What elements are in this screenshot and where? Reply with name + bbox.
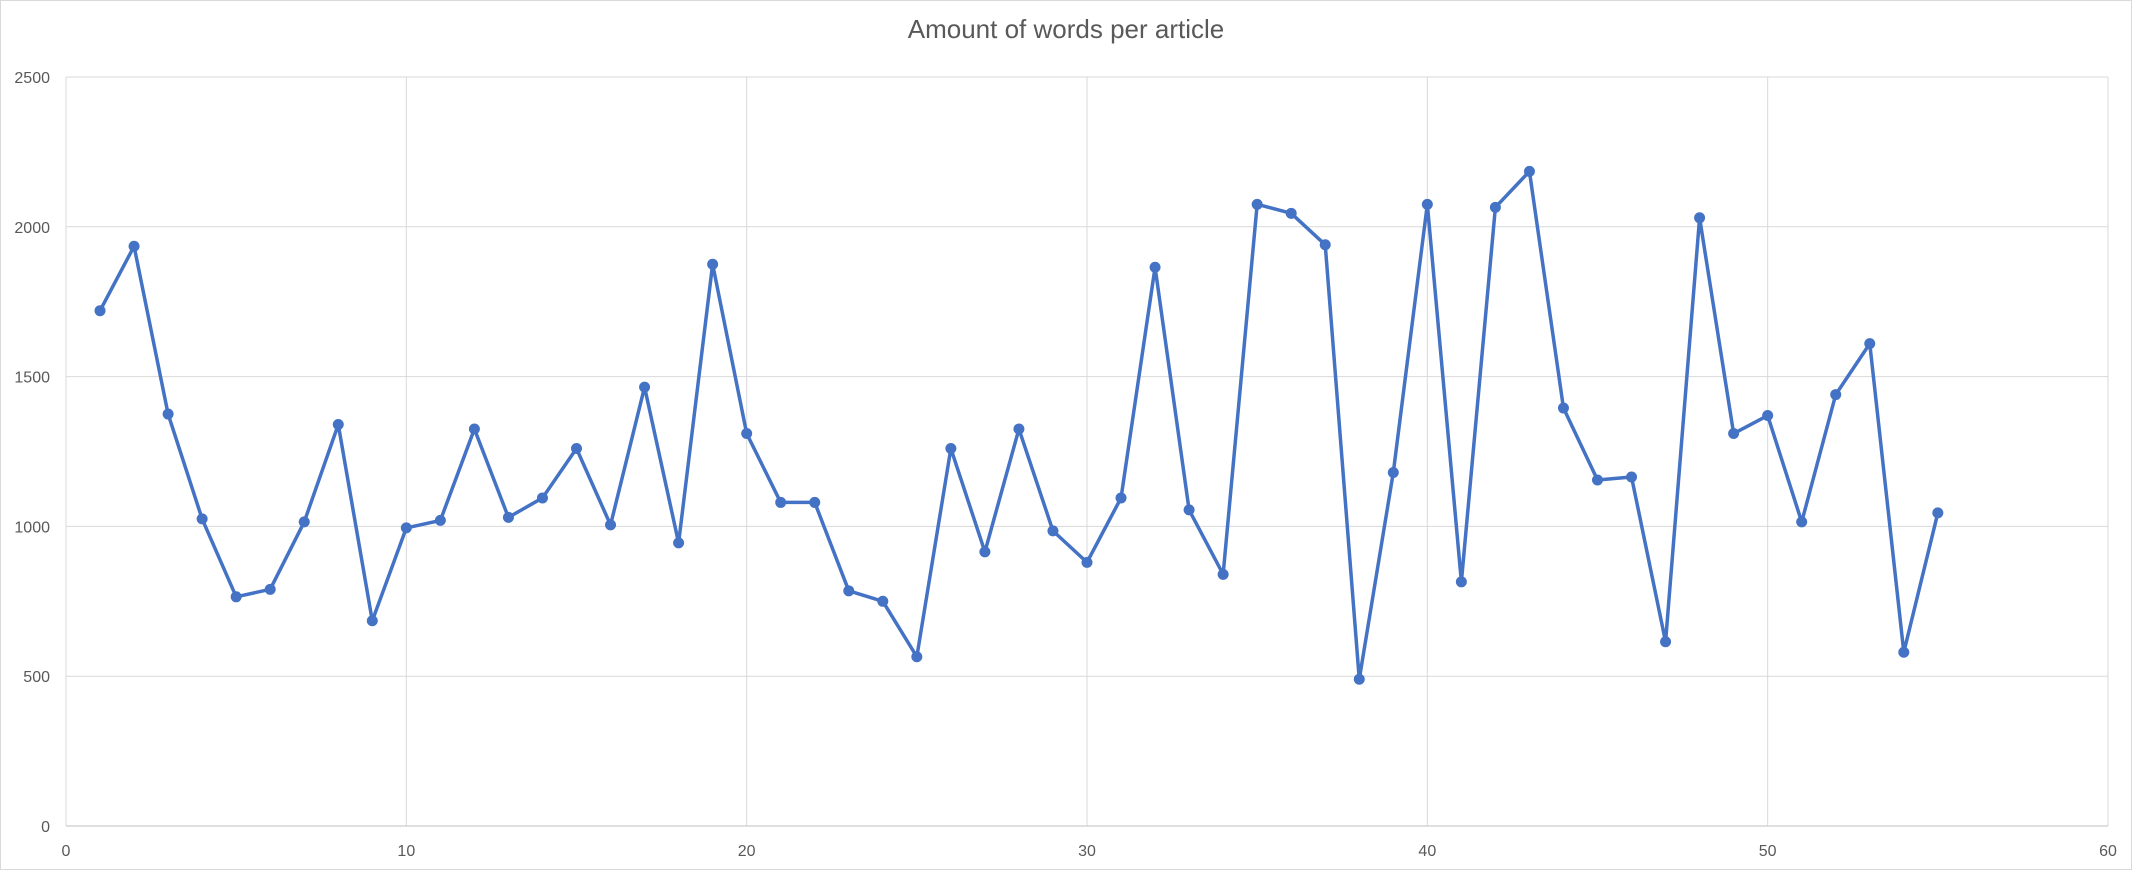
x-tick-label: 30 (1078, 843, 1096, 860)
y-tick-label: 1000 (14, 519, 50, 536)
data-point (1592, 474, 1603, 486)
data-point (1557, 402, 1569, 414)
tick-labels: 0 500 1000 1500 2000 2500 0 10 20 30 40 50 60 (14, 70, 2117, 860)
data-point (1694, 212, 1706, 224)
data-point (94, 305, 106, 317)
data-point (400, 522, 412, 534)
y-tick-label: 2000 (14, 220, 50, 237)
grid-layer (66, 76, 2109, 826)
data-point (1013, 423, 1025, 435)
y-tick-label: 500 (23, 669, 50, 686)
data-point (1830, 389, 1842, 401)
data-point (809, 496, 821, 508)
axis-layer (65, 77, 2108, 827)
data-point (1149, 261, 1161, 273)
y-tick-label: 0 (41, 819, 50, 836)
chart-title: Amount of words per article (907, 14, 1225, 44)
y-tick-label: 1500 (14, 370, 50, 387)
x-tick-label: 60 (2099, 843, 2117, 860)
data-point (1115, 492, 1127, 504)
data-point (230, 591, 242, 603)
x-tick-label: 10 (397, 843, 415, 860)
data-point (128, 240, 140, 252)
x-tick-label: 20 (738, 843, 756, 860)
series-layer (94, 165, 1944, 685)
data-point (1319, 239, 1331, 251)
data-point (1353, 673, 1365, 685)
data-point (911, 651, 923, 663)
y-tick-label: 2500 (14, 70, 50, 87)
data-point (1660, 636, 1672, 648)
data-point (1626, 471, 1638, 483)
data-point (1489, 201, 1501, 213)
data-point (673, 537, 685, 549)
data-point (536, 492, 548, 504)
data-point (877, 595, 889, 607)
x-tick-label: 40 (1418, 843, 1436, 860)
data-point (741, 428, 753, 440)
data-point (1217, 568, 1229, 580)
data-point (945, 443, 957, 455)
data-point (434, 514, 446, 526)
data-point (1047, 525, 1059, 537)
data-point (1285, 207, 1297, 219)
data-point (468, 423, 480, 435)
data-point (162, 408, 174, 420)
data-point (366, 615, 378, 627)
x-tick-label: 0 (62, 843, 71, 860)
data-point (1183, 504, 1195, 516)
data-point (264, 583, 276, 595)
data-point (639, 381, 651, 393)
data-point (1421, 198, 1433, 210)
data-point (843, 585, 855, 597)
data-point (1455, 576, 1467, 588)
data-point (707, 258, 719, 270)
data-point (332, 419, 344, 431)
x-tick-label: 50 (1759, 843, 1777, 860)
data-point (1796, 516, 1808, 528)
data-point (298, 516, 310, 528)
data-point (979, 546, 991, 558)
data-point (775, 496, 787, 508)
data-point (571, 443, 582, 455)
data-point (1864, 338, 1876, 350)
data-point (1251, 198, 1263, 210)
data-point (1081, 556, 1093, 568)
data-point (1762, 410, 1774, 422)
data-point (502, 511, 514, 523)
data-point (196, 513, 208, 525)
data-point (1387, 466, 1399, 478)
data-point (1898, 646, 1910, 658)
data-point (605, 519, 617, 531)
data-point (1932, 507, 1944, 519)
data-point (1728, 428, 1740, 440)
data-point (1523, 165, 1535, 177)
